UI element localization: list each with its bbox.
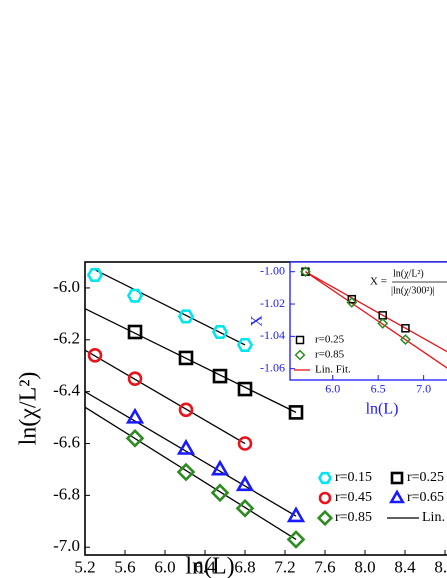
- marker: [176, 462, 196, 482]
- legend-label: r=0.45: [335, 490, 372, 505]
- fit-line: [305, 271, 447, 369]
- marker: [178, 350, 194, 366]
- fit-line: [85, 349, 246, 445]
- marker: [87, 348, 103, 363]
- marker: [346, 296, 358, 308]
- x-tick-label: 8.8: [434, 558, 447, 577]
- legend-label: Lin. Fit.: [422, 510, 447, 525]
- x-tick-label: 7.2: [274, 558, 295, 577]
- marker: [389, 489, 405, 504]
- y-tick-label: -1.04: [260, 328, 285, 342]
- marker: [318, 491, 332, 505]
- marker: [347, 294, 357, 304]
- marker: [235, 475, 255, 492]
- legend-label: Lin. Fit.: [315, 364, 351, 376]
- plot-background: [290, 262, 447, 380]
- marker: [176, 438, 196, 455]
- y-tick-label: -6.8: [53, 484, 80, 503]
- marker: [211, 324, 229, 340]
- y-tick-label: -1.00: [260, 263, 285, 277]
- x-tick-label: 6.0: [154, 558, 175, 577]
- legend-label: r=0.25: [407, 470, 444, 485]
- marker: [295, 335, 305, 345]
- x-tick-label: 7.6: [314, 558, 335, 577]
- y-tick-label: -1.06: [260, 360, 285, 374]
- marker: [177, 309, 195, 324]
- formula-denominator: |ln(χ/300²)|: [391, 285, 435, 296]
- legend-label: r=0.15: [335, 470, 372, 485]
- y-tick-label: -1.02: [260, 296, 285, 310]
- marker: [210, 483, 230, 503]
- formula: X =: [370, 276, 387, 288]
- x-tick-label: 6.4: [194, 558, 216, 577]
- marker: [288, 405, 304, 420]
- marker: [125, 407, 145, 424]
- marker: [126, 288, 144, 303]
- legend-label: r=0.65: [407, 490, 444, 505]
- y-axis-label: ln(χ/L²): [16, 372, 42, 446]
- marker: [237, 436, 253, 451]
- marker: [127, 371, 143, 386]
- marker: [401, 324, 410, 333]
- x-tick-label: 7.0: [416, 381, 431, 395]
- marker: [236, 337, 254, 352]
- y-tick-label: -6.2: [53, 329, 80, 348]
- axes-frame: [289, 261, 447, 381]
- marker: [300, 266, 311, 278]
- marker: [212, 368, 228, 384]
- y-tick-label: -6.6: [53, 432, 80, 451]
- x-tick-label: 6.0: [325, 381, 340, 395]
- plot: 6.0 6.5 7.0 -1.06 -1.04 -1.02 -1.00 ln(L) X X = ln…: [249, 261, 447, 418]
- x-tick-label: 5.6: [114, 558, 135, 577]
- y-tick-label: -6.4: [53, 381, 80, 400]
- x-tick-label: 8.4: [394, 558, 416, 577]
- x-axis-label: ln(L): [366, 401, 399, 418]
- fit-line: [305, 271, 447, 353]
- marker: [235, 498, 255, 518]
- marker: [316, 509, 334, 527]
- marker: [125, 428, 145, 448]
- marker: [317, 471, 333, 485]
- marker: [127, 324, 143, 340]
- marker: [178, 402, 194, 418]
- plot-area: [300, 266, 447, 369]
- marker: [86, 267, 104, 282]
- x-tick-label: 5.2: [74, 558, 95, 577]
- legend-label: r=0.85: [335, 510, 372, 525]
- x-tick-label: 6.5: [371, 381, 386, 395]
- y-tick-label: -7.0: [53, 536, 80, 555]
- marker: [210, 459, 230, 476]
- axes-frame: [84, 261, 447, 556]
- legend-label: r=0.85: [315, 349, 345, 361]
- marker: [377, 317, 389, 329]
- marker: [286, 506, 306, 523]
- fit-line: [94, 269, 246, 346]
- marker: [390, 471, 404, 485]
- y-tick-label: -6.0: [53, 277, 80, 296]
- marker: [237, 381, 253, 397]
- formula-numerator: ln(χ/L²): [393, 268, 424, 279]
- marker: [286, 530, 306, 549]
- plot: 5.2 5.6 6.0 6.4 6.8 7.2 7.6 8.0 8.4 8.8 -7.0 -6.8 -6…: [16, 261, 447, 578]
- y-axis-label: X: [249, 315, 266, 327]
- x-tick-label: 8.0: [354, 558, 375, 577]
- plot-area: [85, 267, 306, 549]
- x-tick-label: 6.8: [234, 558, 255, 577]
- x-axis-label: ln(L): [185, 554, 234, 578]
- marker: [294, 349, 306, 361]
- marker: [400, 334, 411, 346]
- fit-line: [85, 308, 297, 413]
- legend-label: r=0.25: [315, 334, 345, 346]
